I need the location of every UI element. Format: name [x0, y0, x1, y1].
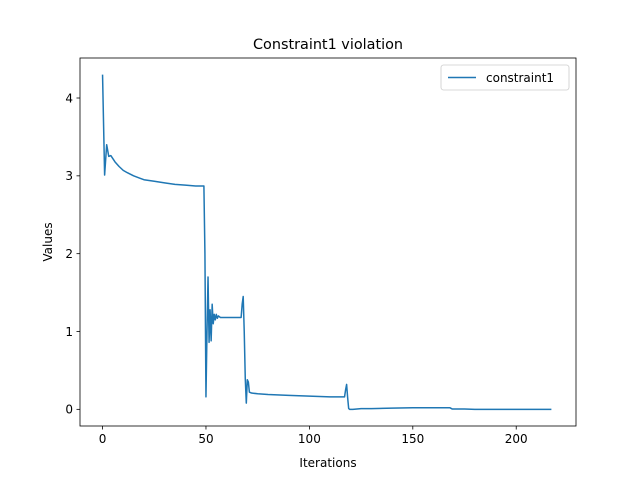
x-tick-label: 150	[401, 432, 424, 446]
x-tick-label: 200	[505, 432, 528, 446]
legend: constraint1	[440, 64, 570, 91]
x-tick-label: 50	[198, 432, 213, 446]
y-axis-label: Values	[41, 222, 55, 261]
y-tick-label: 3	[65, 169, 73, 183]
axes: 0 50 100 150 200 0 1 2 3 4	[65, 57, 577, 446]
plot-area	[101, 74, 552, 411]
axes-frame	[79, 57, 577, 427]
y-tick-label: 1	[65, 325, 73, 339]
x-tick-label: 100	[298, 432, 321, 446]
chart-title: Constraint1 violation	[253, 37, 403, 53]
legend-label: constraint1	[486, 71, 554, 85]
x-axis-label: Iterations	[299, 456, 356, 470]
x-tick-label: 0	[99, 432, 107, 446]
series-line-constraint1	[101, 74, 552, 411]
legend-box	[440, 64, 570, 91]
y-tick-label: 4	[65, 91, 73, 105]
y-tick-label: 0	[65, 403, 73, 417]
y-tick-label: 2	[65, 247, 73, 261]
